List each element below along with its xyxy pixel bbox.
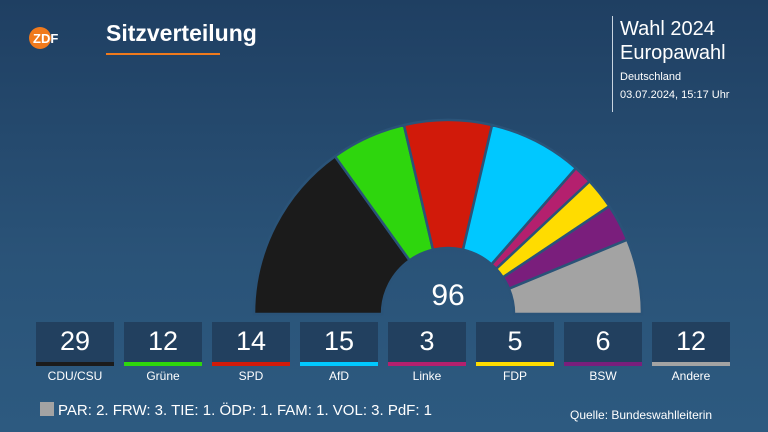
total-seats-label: 96: [431, 279, 464, 312]
party-label-spd: SPD: [238, 369, 264, 383]
election-region: Deutschland: [620, 71, 682, 83]
party-color-bar: [36, 362, 114, 366]
party-label-afd: AfD: [328, 369, 349, 383]
election-name: Europawahl: [620, 42, 726, 64]
page-title: Sitzverteilung: [106, 20, 257, 46]
party-color-bar: [476, 362, 554, 366]
party-label-cdu-csu: CDU/CSU: [47, 369, 103, 383]
party-card-andere: 12 Andere: [652, 322, 730, 383]
party-card-cdu-csu: 29 CDU/CSU: [36, 322, 114, 383]
party-label-andere: Andere: [671, 369, 711, 383]
party-color-bar: [564, 362, 642, 366]
party-label-grüne: Grüne: [146, 369, 180, 383]
header-divider: [612, 16, 613, 112]
title-underline: [106, 53, 220, 55]
party-card-spd: 14 SPD: [212, 322, 290, 383]
party-seats-andere: 12: [675, 326, 707, 356]
svg-text:ZDF: ZDF: [33, 31, 58, 46]
party-color-bar: [124, 362, 202, 366]
party-seats-linke: 3: [419, 326, 435, 356]
party-color-bar: [212, 362, 290, 366]
others-text: PAR: 2. FRW: 3. TIE: 1. ÖDP: 1. FAM: 1. …: [58, 402, 433, 419]
zdf-logo: ZDF: [29, 27, 58, 49]
party-label-fdp: FDP: [503, 369, 527, 383]
source-label: Quelle: Bundeswahlleiterin: [570, 408, 713, 422]
party-card-afd: 15 AfD: [300, 322, 378, 383]
others-swatch: [40, 402, 54, 416]
party-seats-grüne: 12: [147, 326, 179, 356]
slice-andere: [507, 238, 644, 316]
party-color-bar: [388, 362, 466, 366]
election-year: Wahl 2024: [620, 18, 715, 40]
party-label-bsw: BSW: [589, 369, 617, 383]
election-info: Wahl 2024 Europawahl Deutschland 03.07.2…: [620, 18, 765, 101]
others-note: PAR: 2. FRW: 3. TIE: 1. ÖDP: 1. FAM: 1. …: [40, 402, 432, 419]
party-label-linke: Linke: [412, 369, 442, 383]
party-seats-fdp: 5: [507, 326, 523, 356]
party-card-bsw: 6 BSW: [564, 322, 642, 383]
party-card-fdp: 5 FDP: [476, 322, 554, 383]
party-seats-bsw: 6: [595, 326, 611, 356]
party-seats-afd: 15: [323, 326, 355, 356]
party-color-bar: [652, 362, 730, 366]
party-seats-cdu-csu: 29: [59, 326, 91, 356]
party-color-bar: [300, 362, 378, 366]
party-card-linke: 3 Linke: [388, 322, 466, 383]
party-card-grüne: 12 Grüne: [124, 322, 202, 383]
party-seats-spd: 14: [235, 326, 267, 356]
election-timestamp: 03.07.2024, 15:17 Uhr: [620, 89, 730, 101]
slice-cdu-csu: [252, 154, 412, 316]
